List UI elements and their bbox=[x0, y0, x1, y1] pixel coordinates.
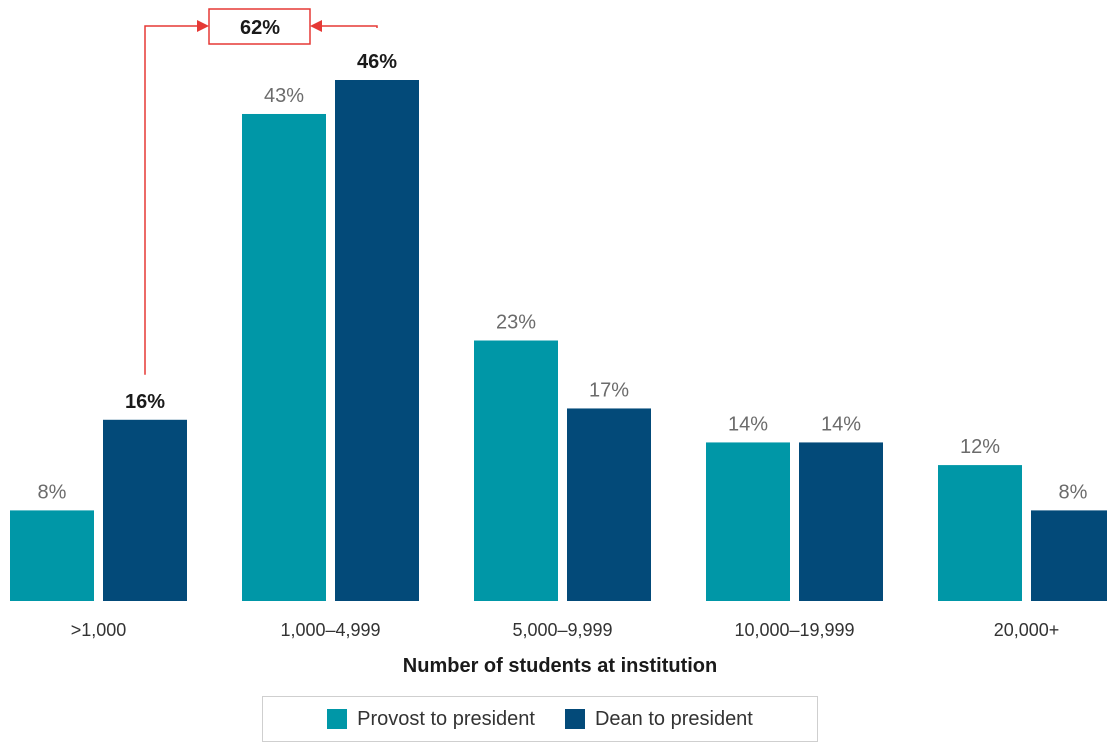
legend-swatch-dean bbox=[564, 709, 585, 729]
x-tick-label-0: >1,000 bbox=[71, 620, 127, 640]
x-tick-label-3: 10,000–19,999 bbox=[734, 620, 854, 640]
bar-provost-2 bbox=[474, 340, 558, 601]
bar-provost-4 bbox=[938, 465, 1022, 601]
value-label-dean-2: 17% bbox=[589, 379, 629, 401]
bar-dean-3 bbox=[799, 442, 883, 601]
bar-dean-2 bbox=[567, 408, 651, 601]
x-tick-label-2: 5,000–9,999 bbox=[512, 620, 612, 640]
x-axis-title: Number of students at institution bbox=[403, 655, 717, 677]
legend-label-dean: Dean to president bbox=[594, 707, 753, 730]
legend-label-provost: Provost to president bbox=[357, 707, 535, 730]
bar-provost-1 bbox=[242, 113, 326, 601]
value-label-provost-3: 14% bbox=[728, 413, 768, 435]
value-label-provost-2: 23% bbox=[496, 312, 536, 334]
annotation-box bbox=[208, 8, 311, 45]
legend: Provost to president Dean to president bbox=[262, 696, 818, 742]
x-tick-label-4: 20,000+ bbox=[994, 620, 1060, 640]
value-label-dean-3: 14% bbox=[821, 413, 861, 435]
annotation-left-arrowhead bbox=[197, 20, 209, 32]
bar-provost-3 bbox=[706, 442, 790, 601]
value-label-provost-1: 43% bbox=[264, 85, 304, 107]
annotation-right-arrowhead bbox=[310, 20, 322, 32]
legend-item-provost: Provost to president bbox=[327, 708, 535, 731]
bar-provost-0 bbox=[10, 510, 94, 601]
value-label-provost-0: 8% bbox=[38, 481, 67, 503]
bar-dean-1 bbox=[335, 80, 419, 601]
value-label-provost-4: 12% bbox=[960, 436, 1000, 458]
value-label-dean-4: 8% bbox=[1059, 481, 1088, 503]
bars-group bbox=[10, 80, 1107, 601]
annotation-left-connector bbox=[144, 25, 199, 375]
value-labels-group: 8% 16% 43% 46% 23% 17% 14% 14% 12% 8% bbox=[38, 51, 1088, 503]
x-tick-labels-group: >1,000 1,000–4,999 5,000–9,999 10,000–19,99… bbox=[71, 620, 1060, 640]
bar-dean-0 bbox=[103, 419, 187, 601]
legend-item-dean: Dean to president bbox=[564, 707, 753, 731]
annotation-label: 62% bbox=[240, 17, 280, 39]
value-label-dean-1: 46% bbox=[357, 51, 397, 73]
legend-swatch-provost bbox=[327, 709, 348, 729]
annotation-right-connector bbox=[320, 25, 378, 28]
bar-dean-4 bbox=[1031, 510, 1107, 601]
growth-annotation: 62% bbox=[144, 8, 378, 375]
bar-chart: 8% 16% 43% 46% 23% 17% 14% 14% 12% 8% >1,000 1,000… bbox=[10, 8, 1107, 677]
x-tick-label-1: 1,000–4,999 bbox=[280, 620, 380, 640]
value-label-dean-0: 16% bbox=[125, 391, 165, 413]
